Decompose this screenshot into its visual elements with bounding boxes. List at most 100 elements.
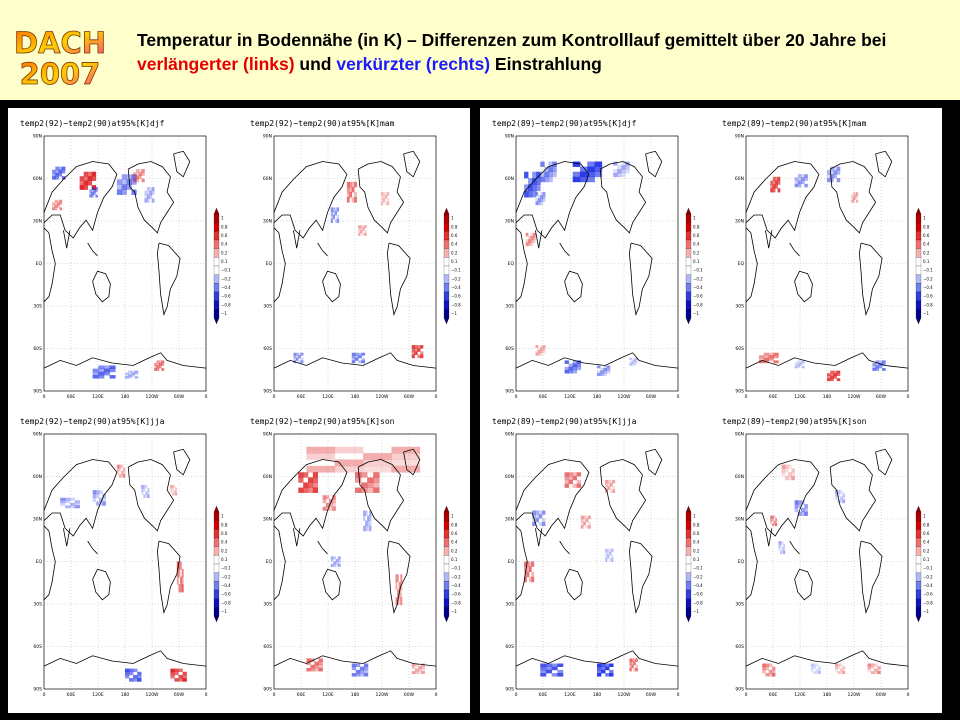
colorbar-segment	[443, 607, 450, 617]
coastline	[173, 150, 191, 178]
anomaly-cell	[873, 671, 878, 674]
coastline	[765, 528, 773, 547]
anomaly-cell	[533, 232, 536, 237]
anomaly-cell	[535, 514, 539, 519]
anomaly-cell	[532, 518, 536, 523]
anomaly-cell	[414, 671, 419, 674]
map-title: temp2(92)−temp2(90)at95%[K]son	[250, 417, 395, 426]
anomaly-cell	[55, 169, 59, 174]
colorbar-segment	[685, 598, 692, 608]
anomaly-cell	[835, 496, 838, 500]
anomaly-cell	[170, 487, 173, 491]
anomaly-cell	[146, 198, 150, 203]
colorbar-label: 0.1	[451, 557, 458, 562]
colorbar-label: −1	[451, 609, 457, 614]
anomaly-cell	[579, 176, 588, 183]
coastline	[559, 242, 570, 257]
colorbar-segment	[685, 300, 692, 310]
anomaly-cell	[318, 667, 323, 672]
anomaly-cell	[607, 483, 611, 487]
anomaly-cell	[788, 464, 792, 469]
colorbar-label: 0.1	[451, 259, 458, 264]
anomaly-cell	[635, 667, 638, 672]
anomaly-cell	[361, 352, 366, 356]
anomaly-cell	[797, 177, 802, 181]
anomaly-cell	[771, 673, 776, 677]
anomaly-cell	[384, 192, 388, 196]
anomaly-cell	[134, 370, 139, 373]
colorbar-label: −0.2	[221, 574, 231, 579]
anomaly-cell	[613, 161, 618, 166]
coastline	[92, 270, 111, 303]
coastline	[515, 161, 590, 239]
colorbar-segment	[443, 265, 450, 275]
anomaly-cell	[355, 355, 359, 359]
anomaly-cell	[144, 198, 148, 203]
anomaly-cell	[781, 468, 786, 473]
anomaly-cell	[605, 673, 610, 677]
colorbar-label: −0.2	[451, 574, 461, 579]
colorbar-label: −0.1	[923, 566, 933, 571]
anomaly-cell	[60, 502, 66, 506]
colorbar-segment	[685, 537, 692, 547]
anomaly-cell	[391, 453, 421, 460]
anomaly-cell	[794, 507, 799, 513]
anomaly-cell	[69, 505, 76, 509]
anomaly-cell	[147, 494, 150, 499]
colorbar-segment	[213, 572, 220, 582]
anomaly-cell	[768, 355, 774, 359]
lat-tick-label: 30N	[735, 517, 744, 523]
anomaly-cell	[363, 515, 366, 521]
anomaly-cell	[300, 357, 304, 361]
anomaly-cell	[804, 177, 808, 181]
coastline	[745, 525, 758, 601]
anomaly-cell	[770, 520, 773, 524]
colorbar-label: −0.1	[221, 268, 231, 273]
anomaly-cell	[337, 558, 341, 562]
anomaly-cell	[355, 669, 361, 674]
anomaly-cell	[397, 574, 400, 583]
anomaly-cell	[133, 178, 137, 183]
anomaly-cell	[322, 495, 327, 500]
anomaly-cell	[609, 558, 612, 562]
anomaly-cell	[95, 194, 98, 198]
anomaly-cell	[367, 477, 374, 483]
coastline	[794, 270, 813, 303]
anomaly-cell	[552, 171, 557, 178]
anomaly-cell	[813, 663, 816, 667]
anomaly-cell	[535, 510, 539, 515]
anomaly-cell	[120, 474, 124, 478]
anomaly-cell	[87, 180, 93, 186]
lon-tick-label: 60W	[404, 394, 415, 400]
anomaly-cell	[170, 668, 175, 673]
anomaly-cell	[856, 199, 859, 203]
anomaly-cell	[141, 178, 145, 183]
anomaly-cell	[391, 446, 421, 454]
anomaly-cell	[778, 544, 781, 548]
colorbar-segment	[443, 520, 450, 530]
colorbar-label: 0.8	[693, 224, 700, 229]
anomaly-cell	[576, 363, 582, 368]
anomaly-cell	[594, 161, 603, 167]
colorbar-segment	[213, 283, 220, 293]
lat-tick-label: 30S	[735, 602, 744, 608]
anomaly-cell	[533, 236, 536, 240]
anomaly-cell	[138, 175, 142, 180]
anomaly-cell	[346, 181, 350, 188]
anomaly-cell	[141, 169, 145, 173]
anomaly-cell	[877, 671, 881, 674]
anomaly-cell	[109, 368, 116, 373]
anomaly-cell	[601, 669, 606, 674]
anomaly-cell	[382, 195, 386, 199]
anomaly-cell	[349, 187, 353, 193]
anomaly-cell	[346, 192, 350, 198]
anomaly-cell	[102, 501, 106, 506]
anomaly-cell	[121, 179, 127, 185]
anomaly-cell	[775, 523, 778, 527]
lat-tick-label: EQ	[36, 559, 43, 565]
anomaly-cell	[611, 548, 614, 553]
lat-tick-label: 30N	[505, 517, 514, 523]
anomaly-cell	[182, 671, 187, 676]
map-l-djf: temp2(92)−temp2(90)at95%[K]djf 90N 60N 30N E…	[18, 116, 238, 406]
anomaly-cell	[102, 493, 106, 499]
